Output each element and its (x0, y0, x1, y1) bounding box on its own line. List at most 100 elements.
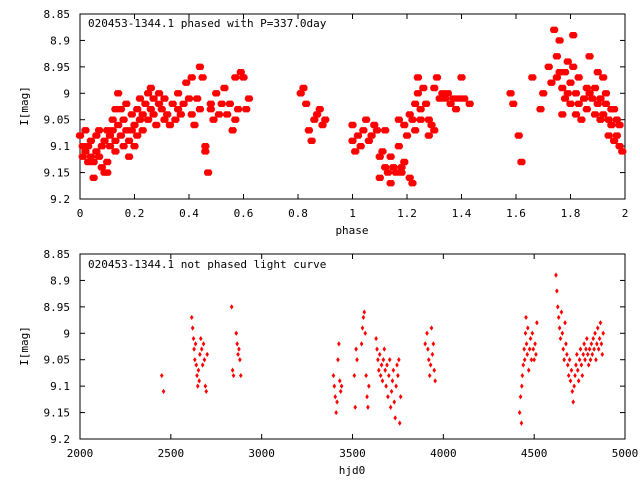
y-tick-label: 9 (63, 87, 70, 100)
data-point (573, 372, 577, 379)
data-point (191, 335, 196, 342)
data-point (425, 330, 429, 336)
data-point (193, 95, 202, 102)
data-point (299, 84, 308, 92)
data-point (509, 100, 518, 108)
data-point (383, 169, 393, 176)
data-point (590, 84, 600, 92)
data-point (119, 116, 128, 123)
data-point (108, 116, 117, 123)
data-point (363, 330, 368, 336)
data-point (388, 404, 393, 410)
data-point (168, 100, 177, 108)
data-point (579, 362, 584, 368)
data-point (565, 362, 570, 368)
data-point (359, 341, 364, 347)
data-point (133, 132, 142, 139)
data-point (149, 95, 158, 102)
data-point (402, 132, 412, 139)
data-point (427, 121, 436, 129)
data-point (398, 394, 403, 400)
data-point (566, 372, 571, 379)
data-point (593, 68, 602, 76)
data-point (94, 127, 104, 134)
data-point (568, 378, 573, 384)
data-point (321, 116, 330, 123)
data-point (199, 346, 204, 352)
data-point (506, 90, 515, 97)
data-point (566, 100, 575, 108)
data-point (394, 142, 403, 150)
data-point (582, 105, 591, 113)
data-point (544, 63, 553, 71)
y-tick-label: 9 (63, 327, 70, 340)
data-point (593, 100, 602, 108)
data-point (220, 84, 229, 92)
data-point (200, 362, 205, 368)
data-point (348, 121, 357, 129)
data-point (601, 90, 611, 97)
data-point (432, 74, 442, 81)
data-series (159, 272, 605, 426)
data-point (416, 116, 425, 123)
axis-ticks: 0 0.2 0.4 0.6 0.8 1 1.2 1.4 1.6 1.8 2 8.85 8.9 8.95 9 9… (44, 8, 629, 220)
data-point (577, 357, 582, 363)
data-point (237, 346, 241, 352)
x-tick-label: 3500 (339, 447, 366, 460)
data-point (563, 58, 572, 65)
x-tick-label: 3000 (248, 447, 275, 460)
data-point (386, 153, 395, 160)
data-point (375, 346, 379, 352)
data-point (195, 383, 200, 389)
data-point (339, 383, 344, 389)
data-point (353, 132, 363, 139)
data-point (201, 142, 210, 150)
data-point (381, 164, 390, 171)
data-point (89, 174, 98, 182)
data-point (569, 367, 574, 373)
data-point (522, 346, 526, 352)
data-point (517, 158, 526, 166)
data-point (386, 394, 390, 400)
data-point (595, 325, 600, 331)
data-point (127, 111, 136, 118)
data-point (78, 153, 87, 160)
data-point (443, 90, 452, 97)
data-point (427, 357, 431, 363)
data-point (561, 346, 566, 352)
data-point (433, 378, 437, 384)
data-point (428, 362, 433, 368)
data-point (114, 90, 123, 97)
data-point (598, 320, 603, 326)
data-point (197, 378, 201, 384)
data-point (331, 372, 336, 379)
data-point (296, 90, 305, 97)
data-point (400, 121, 409, 129)
data-point (163, 111, 172, 118)
data-point (198, 74, 207, 81)
data-point (84, 142, 93, 150)
data-point (552, 74, 561, 81)
data-point (451, 105, 461, 113)
data-point (144, 116, 153, 123)
data-point (574, 74, 583, 81)
data-point (86, 153, 95, 160)
data-point (397, 357, 401, 363)
data-point (387, 372, 391, 379)
data-point (584, 346, 588, 352)
data-point (571, 90, 581, 97)
unphased-light-curve-plot: 2000 2500 3000 3500 4000 4500 5000 8.85 8.9 8.95 9… (18, 248, 638, 477)
y-tick-label: 8.9 (50, 34, 70, 47)
data-point (408, 116, 417, 123)
data-point (558, 335, 563, 342)
data-point (154, 90, 164, 97)
data-point (518, 394, 523, 400)
data-point (589, 341, 594, 347)
data-point (353, 404, 358, 410)
data-point (138, 127, 147, 134)
y-tick-label: 9.15 (44, 407, 71, 420)
data-point (337, 341, 341, 347)
x-tick-label: 0.8 (288, 207, 308, 220)
x-tick-label: 4500 (521, 447, 548, 460)
